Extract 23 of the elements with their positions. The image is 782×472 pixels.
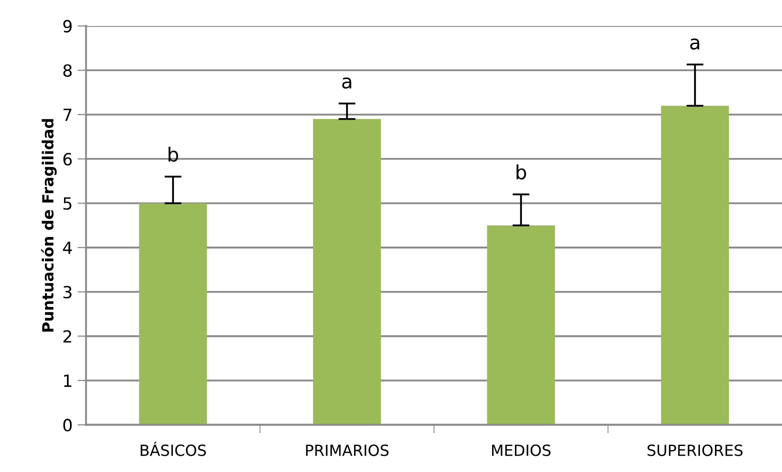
bar <box>661 106 729 425</box>
bar <box>139 203 207 425</box>
x-tick-label: MEDIOS <box>492 444 551 456</box>
y-tick-label: 2 <box>63 330 72 342</box>
x-tick-label: BÁSICOS <box>140 442 206 456</box>
annotation: a <box>690 38 700 50</box>
annotation: b <box>168 146 178 162</box>
y-tick-label: 6 <box>63 152 72 166</box>
x-tick-label: PRIMARIOS <box>306 444 389 456</box>
y-tick-label: 7 <box>64 108 72 121</box>
y-tick-label: 9 <box>63 20 72 33</box>
annotation: b <box>516 164 526 180</box>
y-tick-label: 5 <box>64 197 72 210</box>
y-tick-label: 8 <box>63 64 72 77</box>
annotation: a <box>342 77 352 89</box>
x-tick-label: SUPERIORES <box>648 444 743 456</box>
y-tick-label: 4 <box>63 242 72 254</box>
y-tick-label: 3 <box>63 286 72 298</box>
y-tick-label: 0 <box>63 418 72 432</box>
bar <box>487 225 555 425</box>
y-tick-label: 1 <box>64 374 72 387</box>
bar <box>313 119 381 425</box>
y-axis-title: Puntuación de Fragilidad <box>41 119 57 332</box>
